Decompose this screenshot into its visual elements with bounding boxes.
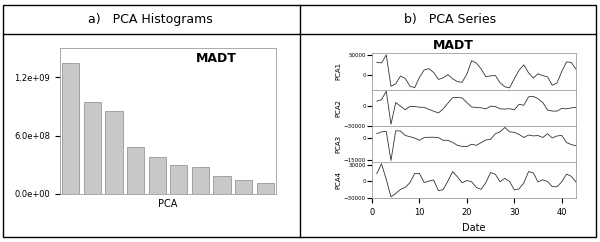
X-axis label: PCA: PCA [158,199,178,209]
Bar [127,147,144,194]
Text: MADT: MADT [433,39,473,53]
Bar [192,167,209,194]
Bar [170,165,187,194]
Text: a)   PCA Histograms: a) PCA Histograms [88,13,212,26]
X-axis label: Date: Date [462,223,486,233]
Text: MADT: MADT [196,52,236,65]
Y-axis label: PCA1: PCA1 [335,62,341,80]
Text: b)   PCA Series: b) PCA Series [404,13,496,26]
Bar [214,176,230,194]
Bar [84,102,101,194]
Bar [149,157,166,194]
Bar [106,111,122,194]
Bar [62,63,79,194]
Bar [235,180,252,194]
Bar [257,183,274,194]
Y-axis label: PCA4: PCA4 [335,171,341,189]
Y-axis label: PCA3: PCA3 [335,135,341,153]
Y-axis label: PCA2: PCA2 [335,99,341,117]
